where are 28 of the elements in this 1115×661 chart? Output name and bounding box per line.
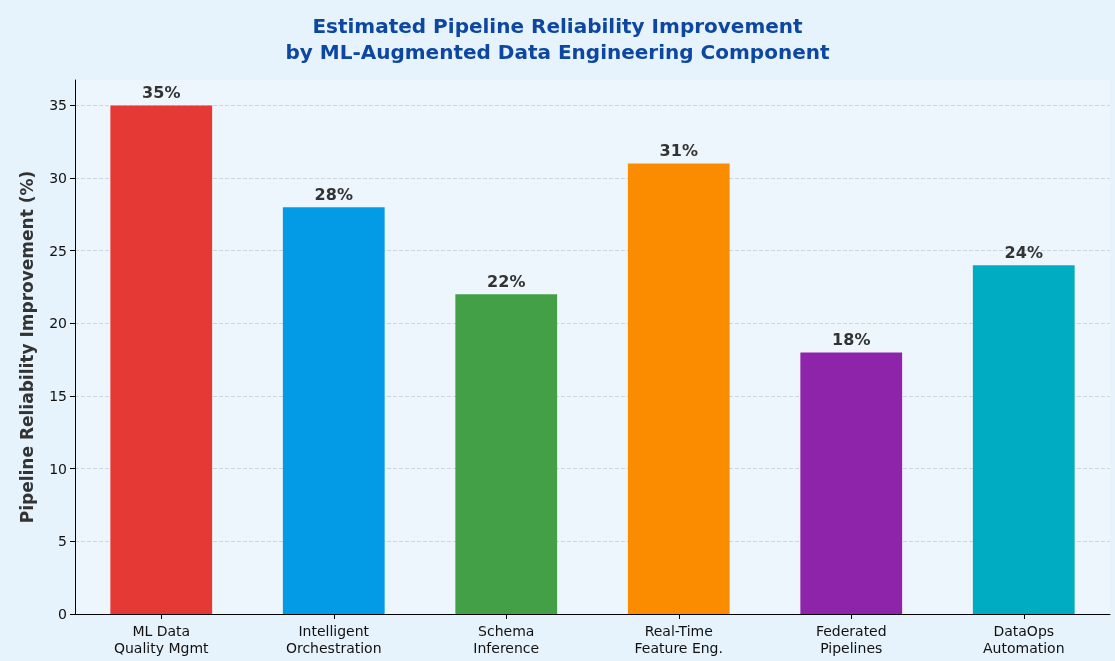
y-tick-label: 30 [49,170,67,187]
data-label: 24% [1004,242,1043,262]
data-label: 31% [659,141,698,161]
bar [282,207,385,614]
data-label: 28% [314,184,353,204]
bar [627,163,730,614]
y-tick-label: 0 [58,606,67,622]
x-tick-label: ML Data Quality Mgmt [113,622,210,656]
x-tick-label: Federated Pipelines [815,622,887,656]
y-tick-label: 15 [49,388,67,405]
data-label: 18% [832,329,871,349]
x-tick-label: Schema Inference [473,622,540,656]
y-tick-label: 10 [49,460,67,477]
x-tick-label: DataOps Automation [982,622,1065,656]
x-tick-label: Intelligent Orchestration [285,622,382,656]
bar [110,105,213,614]
bar [455,294,558,614]
y-tick-label: 5 [58,533,67,550]
bar [800,352,903,614]
x-tick-label: Real-Time Feature Eng. [634,622,723,656]
bar [972,265,1075,614]
y-tick-label: 25 [49,242,67,259]
chart-title: Estimated Pipeline Reliability Improvement by ML-Augmented Data Engineering Component [285,14,830,64]
y-tick-label: 35 [49,97,67,114]
data-label: 35% [142,82,181,102]
data-label: 22% [487,271,526,291]
y-axis-title: Pipeline Reliability Improvement (%) [16,170,37,524]
y-tick-label: 20 [49,315,67,332]
